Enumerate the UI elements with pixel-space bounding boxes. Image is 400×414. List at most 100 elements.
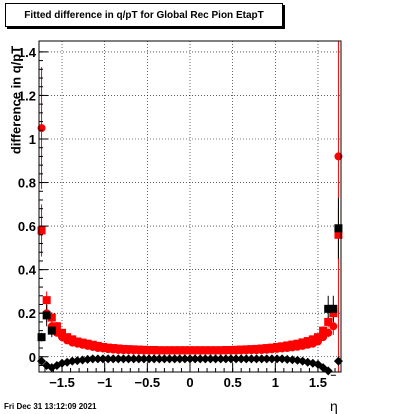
data-point-square bbox=[42, 311, 51, 320]
data-point-square bbox=[63, 333, 72, 342]
data-point-square bbox=[237, 345, 246, 354]
data-point-square bbox=[139, 345, 148, 354]
data-point-square bbox=[47, 313, 56, 322]
data-point-diamond bbox=[185, 354, 195, 364]
x-tick-label: 1 bbox=[272, 375, 279, 390]
data-point-square bbox=[37, 333, 46, 342]
data-point-square bbox=[324, 304, 333, 313]
data-point-diamond bbox=[108, 354, 118, 364]
data-point-square bbox=[93, 341, 102, 350]
data-point-square bbox=[232, 345, 241, 354]
data-point-square bbox=[186, 346, 194, 355]
data-point-square bbox=[58, 328, 67, 337]
data-point-square bbox=[114, 344, 123, 353]
data-point-diamond bbox=[124, 354, 134, 364]
data-point-square bbox=[98, 342, 107, 351]
data-point-square bbox=[267, 343, 276, 352]
data-point-diamond bbox=[262, 354, 272, 364]
x-tick-label: 0 bbox=[186, 375, 193, 390]
data-point-diamond bbox=[83, 354, 93, 364]
x-tick-label: −1 bbox=[97, 375, 112, 390]
x-tick-label: −0.5 bbox=[135, 375, 161, 390]
data-point-diamond bbox=[144, 354, 154, 364]
data-point-diamond bbox=[180, 354, 190, 364]
data-point-diamond bbox=[195, 354, 205, 364]
data-point-square bbox=[216, 346, 225, 355]
data-point-diamond bbox=[159, 354, 169, 364]
data-point-square bbox=[134, 345, 143, 354]
y-tick-label: 0.6 bbox=[18, 219, 36, 234]
data-point-diamond bbox=[221, 354, 231, 364]
data-point-square bbox=[88, 340, 97, 349]
chart-title: Fitted difference in q/pT for Global Rec… bbox=[24, 9, 264, 21]
data-point-square bbox=[252, 344, 261, 353]
data-point-square bbox=[308, 335, 317, 344]
data-point-square bbox=[47, 326, 56, 335]
data-point-diamond bbox=[175, 354, 185, 364]
data-point-square bbox=[124, 345, 133, 354]
timestamp: Fri Dec 31 13:12:09 2021 bbox=[4, 402, 97, 411]
data-point-square bbox=[37, 226, 46, 235]
data-point-square bbox=[221, 346, 230, 355]
data-point-square bbox=[191, 346, 200, 355]
data-point-diamond bbox=[267, 354, 277, 364]
x-tick-label: 1.5 bbox=[309, 375, 327, 390]
data-point-diamond bbox=[252, 354, 262, 364]
data-point-diamond bbox=[257, 354, 267, 364]
y-tick-label: 0.4 bbox=[18, 263, 37, 278]
y-tick-label: 0.2 bbox=[18, 306, 36, 321]
data-point-diamond bbox=[118, 354, 128, 364]
data-point-square bbox=[211, 346, 220, 355]
data-point-square bbox=[226, 346, 235, 355]
data-point-diamond bbox=[170, 354, 180, 364]
data-point-diamond bbox=[165, 354, 175, 364]
data-point-diamond bbox=[333, 356, 343, 366]
data-point-square bbox=[262, 344, 271, 353]
data-point-diamond bbox=[216, 354, 226, 364]
data-point-square bbox=[257, 344, 266, 353]
data-point-diamond bbox=[139, 354, 149, 364]
data-point-diamond bbox=[211, 354, 221, 364]
data-point-diamond bbox=[231, 354, 241, 364]
data-point-square bbox=[160, 346, 169, 355]
data-point-square bbox=[334, 230, 343, 239]
data-point-diamond bbox=[287, 355, 297, 365]
x-axis-label: η bbox=[330, 398, 338, 414]
data-point-diamond bbox=[154, 354, 164, 364]
data-point-diamond bbox=[323, 366, 333, 376]
data-point-square bbox=[288, 340, 297, 349]
y-tick-label: 1 bbox=[29, 132, 36, 147]
error-bars bbox=[39, 41, 341, 376]
data-point-square bbox=[68, 335, 77, 344]
data-point-square bbox=[298, 338, 307, 347]
data-point-diamond bbox=[205, 354, 215, 364]
data-point-square bbox=[273, 342, 282, 351]
data-point-square bbox=[334, 224, 343, 233]
x-tick-label: 0.5 bbox=[224, 375, 242, 390]
data-point-square bbox=[283, 341, 292, 350]
data-point-square bbox=[293, 339, 302, 348]
data-point-diamond bbox=[190, 354, 200, 364]
data-point-diamond bbox=[134, 354, 144, 364]
data-point-square bbox=[324, 317, 333, 326]
data-point-square bbox=[313, 333, 322, 342]
data-point-square bbox=[145, 346, 154, 355]
data-point-square bbox=[52, 322, 61, 331]
data-markers bbox=[37, 124, 343, 376]
data-point-square bbox=[155, 346, 164, 355]
y-axis-label: difference in q/pT bbox=[8, 45, 24, 155]
data-point-diamond bbox=[272, 354, 282, 364]
data-point-square bbox=[247, 345, 256, 354]
x-tick-label: −1.5 bbox=[49, 375, 75, 390]
data-point-diamond bbox=[113, 354, 123, 364]
data-point-circle bbox=[334, 152, 343, 161]
data-point-diamond bbox=[277, 354, 287, 364]
data-point-square bbox=[329, 309, 338, 318]
data-point-square bbox=[129, 345, 138, 354]
data-point-square bbox=[319, 326, 328, 335]
data-point-square bbox=[119, 344, 128, 353]
y-tick-label: 0 bbox=[29, 350, 36, 365]
data-point-square bbox=[278, 342, 287, 351]
y-tick-label: 1.4 bbox=[18, 45, 37, 60]
